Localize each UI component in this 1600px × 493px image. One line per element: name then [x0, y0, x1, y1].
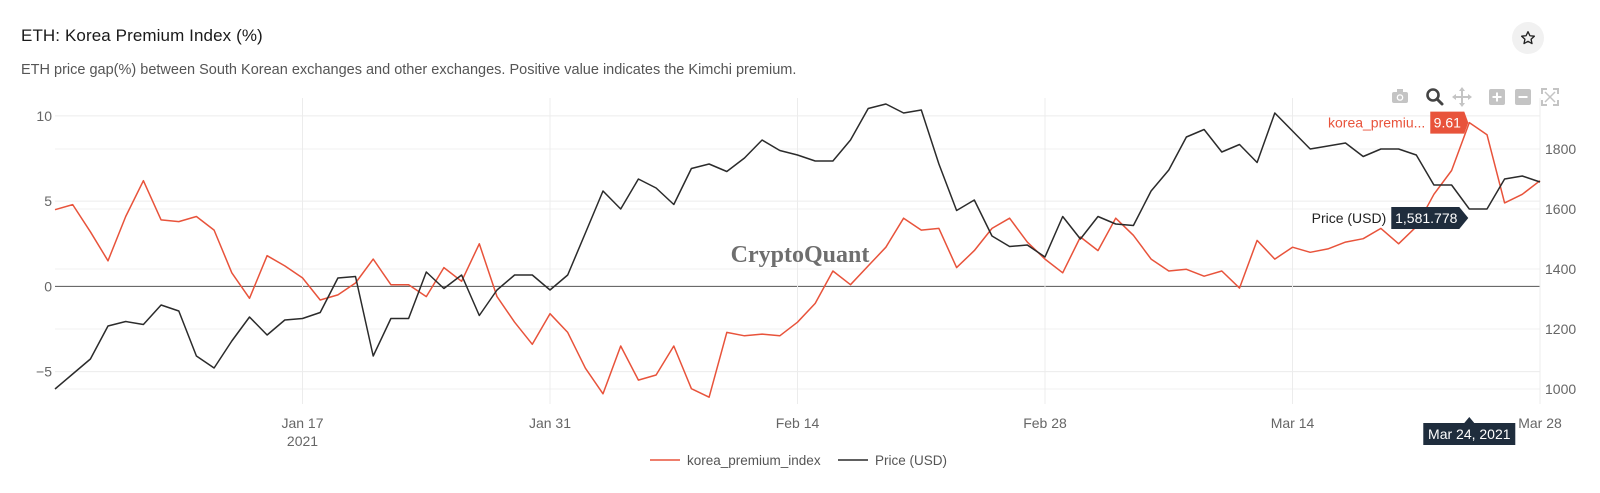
y-right-tick-label: 1400	[1545, 261, 1576, 277]
hover-price-series-label: Price (USD)	[1312, 210, 1387, 226]
hover-date-box	[1423, 417, 1516, 445]
series-line-price-usd	[54, 103, 1541, 390]
pan-icon[interactable]	[1452, 87, 1472, 107]
legend-label-0: korea_premium_index	[687, 453, 821, 468]
chart-title: ETH: Korea Premium Index (%)	[21, 26, 263, 45]
y-left-tick-label: 10	[36, 108, 52, 124]
y-right-tick-label: 1200	[1545, 321, 1576, 337]
autoscale-icon[interactable]	[1541, 88, 1559, 106]
hover-premium-box	[1430, 111, 1469, 134]
series-line-korea-premium-index	[54, 121, 1541, 398]
y-right-tick-label: 1800	[1545, 141, 1576, 157]
chart-subtitle: ETH price gap(%) between South Korean ex…	[21, 62, 797, 78]
star-icon	[1521, 31, 1535, 45]
y-right-axis: 1000 1200 1400 1600 1800	[1545, 141, 1576, 397]
camera-icon[interactable]	[1392, 89, 1408, 103]
x-tick-label: Mar 14	[1271, 415, 1315, 431]
y-right-tick-label: 1600	[1545, 201, 1576, 217]
zoom-icon[interactable]	[1426, 88, 1444, 106]
legend: korea_premium_index Price (USD)	[650, 453, 947, 468]
series-lines	[54, 103, 1541, 398]
chart-toolbar	[1392, 87, 1559, 107]
x-year-label: 2021	[287, 433, 318, 449]
y-left-tick-label: −5	[36, 364, 52, 380]
hover-premium-series-label: korea_premiu...	[1328, 115, 1425, 131]
y-left-tick-label: 0	[44, 278, 52, 294]
y-left-axis: −5 0 5 10	[36, 108, 52, 380]
zoom-in-icon[interactable]	[1489, 89, 1505, 105]
favorite-button[interactable]	[1512, 22, 1544, 54]
hover-premium-value: 9.61	[1434, 115, 1461, 131]
zoom-out-icon[interactable]	[1515, 89, 1531, 105]
y-right-tick-label: 1000	[1545, 381, 1576, 397]
x-tick-label: Feb 14	[776, 415, 820, 431]
x-tick-label: Feb 28	[1023, 415, 1067, 431]
hover-layer: korea_premiu... 9.61 Price (USD) 1,581.778 M…	[1312, 111, 1516, 445]
x-tick-label: Mar 28	[1518, 415, 1562, 431]
x-tick-label: Jan 31	[529, 415, 571, 431]
hover-price-box	[1391, 207, 1469, 229]
hover-date-label: Mar 24, 2021	[1428, 426, 1511, 442]
hover-price-value: 1,581.778	[1395, 210, 1457, 226]
legend-label-1: Price (USD)	[875, 453, 947, 468]
watermark: CryptoQuant	[731, 242, 870, 268]
gridlines	[55, 98, 1541, 404]
x-axis: Jan 17 Jan 31 Feb 14 Feb 28 Mar 14 Mar 28 2021	[281, 415, 1562, 449]
x-tick-label: Jan 17	[281, 415, 323, 431]
y-left-tick-label: 5	[44, 193, 52, 209]
